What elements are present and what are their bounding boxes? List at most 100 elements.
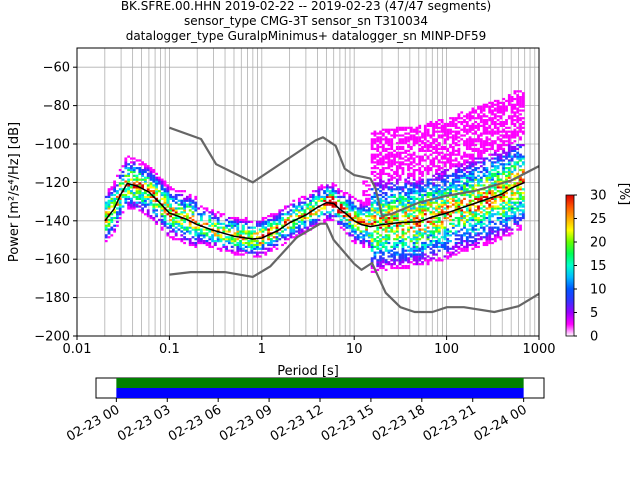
heatmap-cell [258, 247, 262, 250]
heatmap-cell [421, 236, 424, 239]
heatmap-cell [127, 172, 131, 176]
heatmap-cell [421, 136, 424, 139]
heatmap-cell [359, 207, 363, 210]
heatmap-cell [451, 138, 455, 141]
heatmap-cell [488, 190, 492, 193]
heatmap-cell [479, 124, 483, 128]
heatmap-cell [356, 215, 360, 218]
heatmap-cell [505, 136, 508, 139]
heatmap-cell [144, 201, 147, 204]
heatmap-cell [451, 140, 455, 143]
heatmap-cell [404, 140, 408, 143]
heatmap-cell [130, 167, 133, 170]
heatmap-cell [384, 172, 388, 176]
heatmap-cell [373, 182, 377, 185]
heatmap-cell [387, 230, 391, 233]
heatmap-cell [421, 209, 424, 212]
heatmap-cell [387, 218, 391, 222]
heatmap-cell [446, 213, 450, 216]
heatmap-cell [390, 230, 394, 233]
heatmap-cell [412, 134, 416, 137]
heatmap-cell [454, 245, 458, 248]
heatmap-cell [398, 134, 402, 137]
heatmap-cell [499, 109, 503, 112]
heatmap-cell [437, 228, 441, 231]
heatmap-cell [415, 240, 419, 243]
heatmap-cell [393, 243, 396, 247]
heatmap-cell [418, 178, 422, 181]
heatmap-cell [521, 132, 525, 135]
heatmap-cell [435, 168, 438, 172]
heatmap-cell [454, 132, 458, 135]
heatmap-cell [370, 138, 374, 141]
heatmap-cell [225, 236, 228, 239]
heatmap-cell [474, 184, 478, 187]
heatmap-cell [197, 228, 200, 231]
heatmap-cell [443, 234, 447, 237]
heatmap-cell [130, 192, 133, 195]
heatmap-cell [412, 151, 416, 154]
heatmap-cell [339, 195, 343, 199]
heatmap-cell [398, 178, 402, 181]
heatmap-cell [404, 178, 408, 181]
heatmap-cell [132, 170, 136, 174]
heatmap-cell [513, 193, 517, 197]
heatmap-cell [429, 142, 433, 145]
heatmap-cell [496, 165, 500, 168]
heatmap-cell [398, 257, 402, 260]
heatmap-cell [395, 243, 399, 247]
heatmap-cell [521, 94, 525, 97]
heatmap-cell [110, 213, 114, 216]
heatmap-cell [337, 222, 340, 225]
heatmap-cell [390, 199, 394, 202]
heatmap-cell [516, 90, 520, 93]
heatmap-cell [211, 230, 214, 233]
heatmap-cell [507, 167, 511, 170]
heatmap-cell [309, 215, 312, 218]
y-tick-label: −140 [34, 214, 70, 229]
heatmap-cell [519, 126, 522, 129]
heatmap-cell [373, 157, 377, 160]
heatmap-cell [502, 167, 506, 170]
heatmap-cell [412, 197, 416, 200]
heatmap-cell [353, 241, 357, 245]
heatmap-cell [390, 188, 394, 191]
heatmap-cell [379, 153, 382, 156]
heatmap-cell [451, 190, 455, 193]
heatmap-cell [415, 184, 419, 187]
heatmap-cell [149, 215, 153, 218]
heatmap-cell [152, 218, 156, 222]
heatmap-cell [510, 193, 514, 197]
heatmap-cell [507, 176, 511, 179]
heatmap-cell [127, 168, 131, 172]
heatmap-cell [356, 213, 360, 216]
heatmap-cell [507, 144, 511, 147]
heatmap-cell [225, 245, 228, 248]
heatmap-cell [384, 142, 388, 145]
heatmap-cell [163, 216, 167, 220]
heatmap-cell [502, 228, 506, 231]
heatmap-cell [130, 190, 133, 193]
heatmap-cell [468, 228, 472, 231]
heatmap-cell [384, 140, 388, 143]
heatmap-cell [303, 220, 307, 224]
heatmap-cell [236, 241, 240, 245]
heatmap-cell [423, 213, 427, 216]
timeline-bar-psd-coverage [116, 388, 524, 398]
heatmap-cell [188, 195, 192, 199]
heatmap-cell [496, 103, 500, 106]
heatmap-cell [432, 192, 436, 195]
heatmap-cell [426, 144, 430, 147]
heatmap-cell [381, 245, 385, 248]
heatmap-cell [502, 188, 506, 191]
heatmap-cell [233, 232, 237, 235]
heatmap-cell [435, 207, 438, 210]
heatmap-cell [155, 188, 158, 191]
heatmap-cell [359, 201, 363, 204]
heatmap-cell [412, 234, 416, 237]
heatmap-cell [426, 201, 430, 204]
heatmap-cell [454, 230, 458, 233]
heatmap-cell [253, 240, 256, 243]
heatmap-cell [384, 149, 388, 152]
heatmap-cell [493, 151, 497, 154]
